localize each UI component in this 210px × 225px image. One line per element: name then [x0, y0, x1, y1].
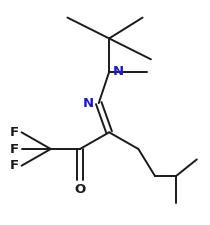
Text: F: F	[9, 142, 18, 155]
Text: N: N	[112, 65, 123, 78]
Text: N: N	[82, 97, 93, 110]
Text: F: F	[9, 126, 18, 139]
Text: F: F	[9, 159, 18, 172]
Text: O: O	[74, 183, 86, 196]
